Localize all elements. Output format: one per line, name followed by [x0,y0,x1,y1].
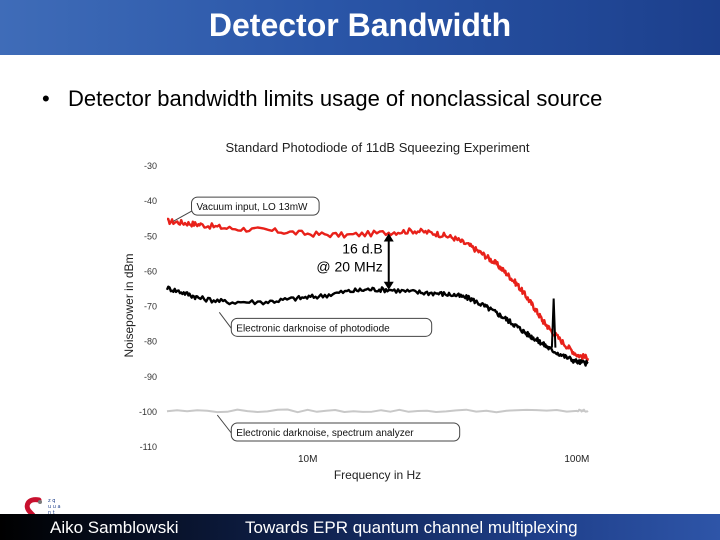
footer-bar: Aiko Samblowski Towards EPR quantum chan… [0,514,720,540]
series-line [166,408,589,414]
arrow-label: 16 d.B [342,240,382,256]
callout-box [230,317,433,337]
arrow-head-up [383,233,394,242]
callout-box [191,196,320,216]
y-tick-label: -30 [144,161,157,171]
callout-leader [218,312,232,329]
x-axis-label: Frequency in Hz [334,468,421,482]
x-tick-label: 100M [564,454,589,465]
series-line [165,285,589,367]
callout-label: Electronic darknoise of photodiode [236,323,390,334]
callout-label: Vacuum input, LO 13mW [197,202,309,213]
y-tick-label: -60 [144,266,157,276]
callout-label: Electronic darknoise, spectrum analyzer [236,428,414,439]
footer-talk-title: Towards EPR quantum channel multiplexing [245,518,578,537]
title-bar: Detector Bandwidth [0,0,720,55]
arrow-head-down [383,281,394,290]
y-tick-label: -100 [139,407,157,417]
noise-spectrum-chart: Standard Photodiode of 11dB Squeezing Ex… [122,140,590,482]
footer-author: Aiko Samblowski [50,518,179,537]
spike-line [550,298,557,348]
y-tick-label: -110 [140,442,157,452]
y-tick-label: -40 [144,196,157,206]
bullet-icon: • [42,86,50,111]
y-axis-label: Noisepower in dBm [122,253,136,357]
bullet-text: Detector bandwidth limits usage of noncl… [68,86,603,111]
callout-leader [173,210,192,222]
y-tick-label: -50 [144,231,157,241]
x-tick-label: 10M [298,454,317,465]
callout-leader [216,414,232,434]
slide-title: Detector Bandwidth [208,7,512,43]
callout-box [230,422,461,442]
arrow-label: @ 20 MHz [316,258,382,274]
bullet-item: • Detector bandwidth limits usage of nonc… [42,86,602,112]
y-tick-label: -70 [144,302,157,312]
y-tick-label: -80 [144,337,157,347]
series-line [167,217,590,362]
y-tick-label: -90 [144,372,157,382]
chart-title: Standard Photodiode of 11dB Squeezing Ex… [225,140,529,155]
